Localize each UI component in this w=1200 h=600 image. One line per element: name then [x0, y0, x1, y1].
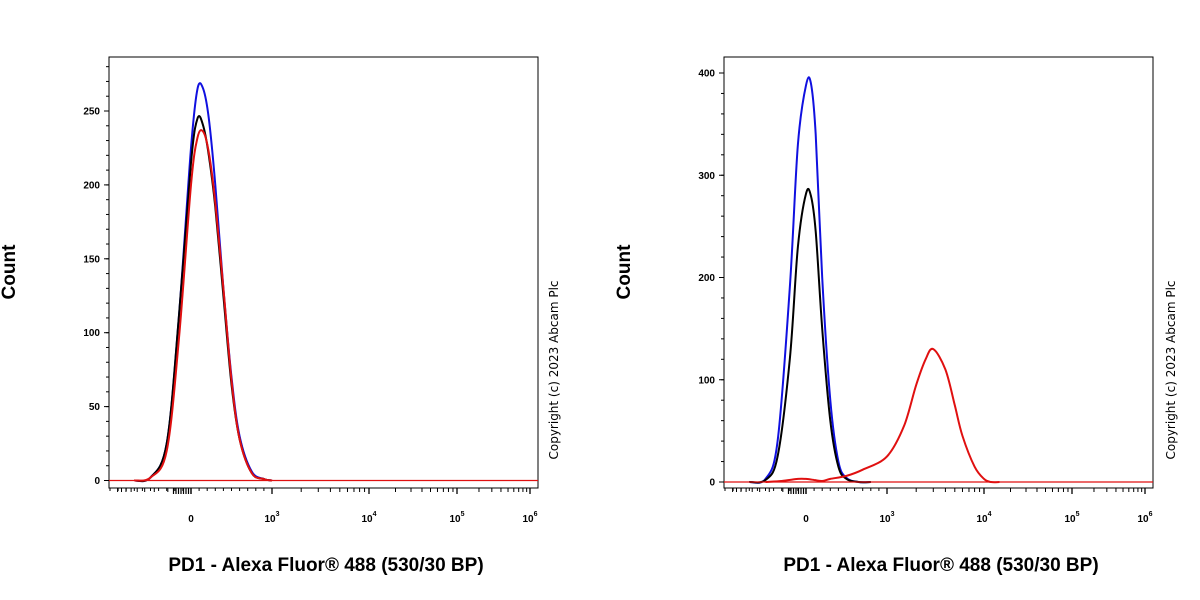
histogram-panel-1: 0 50 100 150 200 250 0 103 104 105 106 Count PD1 - A…: [0, 56, 561, 576]
plot-frame: [723, 56, 1154, 489]
plot-frame: [108, 56, 539, 489]
x-axis-title: PD1 - Alexa Fluor® 488 (530/30 BP): [783, 555, 1098, 576]
y-tick-label: 300: [698, 171, 715, 182]
y-tick-label: 0: [709, 478, 715, 489]
x-tick-label: 103: [879, 511, 894, 525]
y-tick-label: 100: [83, 328, 100, 339]
x-tick-label: 0: [803, 514, 809, 525]
series-line-2: [749, 187, 871, 484]
x-tick-label: 105: [1064, 511, 1079, 525]
x-tick-label: 0: [188, 514, 194, 525]
y-tick-label: 400: [698, 69, 715, 80]
series-line-3: [765, 347, 1000, 484]
histogram-panel-2: 0 100 200 300 400 0 103 104 105 106 Count PD1 - Ale…: [614, 56, 1178, 576]
y-tick-label: 200: [698, 273, 715, 284]
series-line-1: [749, 76, 871, 484]
x-tick-label: 103: [264, 511, 279, 525]
x-tick-label: 104: [361, 511, 376, 525]
series-line-3: [134, 129, 273, 482]
y-tick-label: 50: [89, 402, 101, 413]
y-tick-label: 0: [94, 476, 100, 487]
x-tick-label: 106: [1137, 511, 1152, 525]
y-tick-label: 150: [83, 254, 100, 265]
y-tick-label: 200: [83, 180, 100, 191]
y-tick-label: 100: [698, 375, 715, 386]
series-line-1: [134, 82, 273, 483]
copyright-text: Copyright (c) 2023 Abcam Plc: [1164, 280, 1178, 459]
x-tick-label: 104: [976, 511, 991, 525]
series-line-2: [134, 115, 273, 483]
x-tick-label: 105: [449, 511, 464, 525]
x-tick-label: 106: [522, 511, 537, 525]
x-axis-title: PD1 - Alexa Fluor® 488 (530/30 BP): [168, 555, 483, 576]
y-axis-title: Count: [614, 244, 635, 300]
y-axis-title: Count: [0, 244, 20, 300]
copyright-text: Copyright (c) 2023 Abcam Plc: [547, 280, 561, 459]
y-tick-label: 250: [83, 107, 100, 118]
